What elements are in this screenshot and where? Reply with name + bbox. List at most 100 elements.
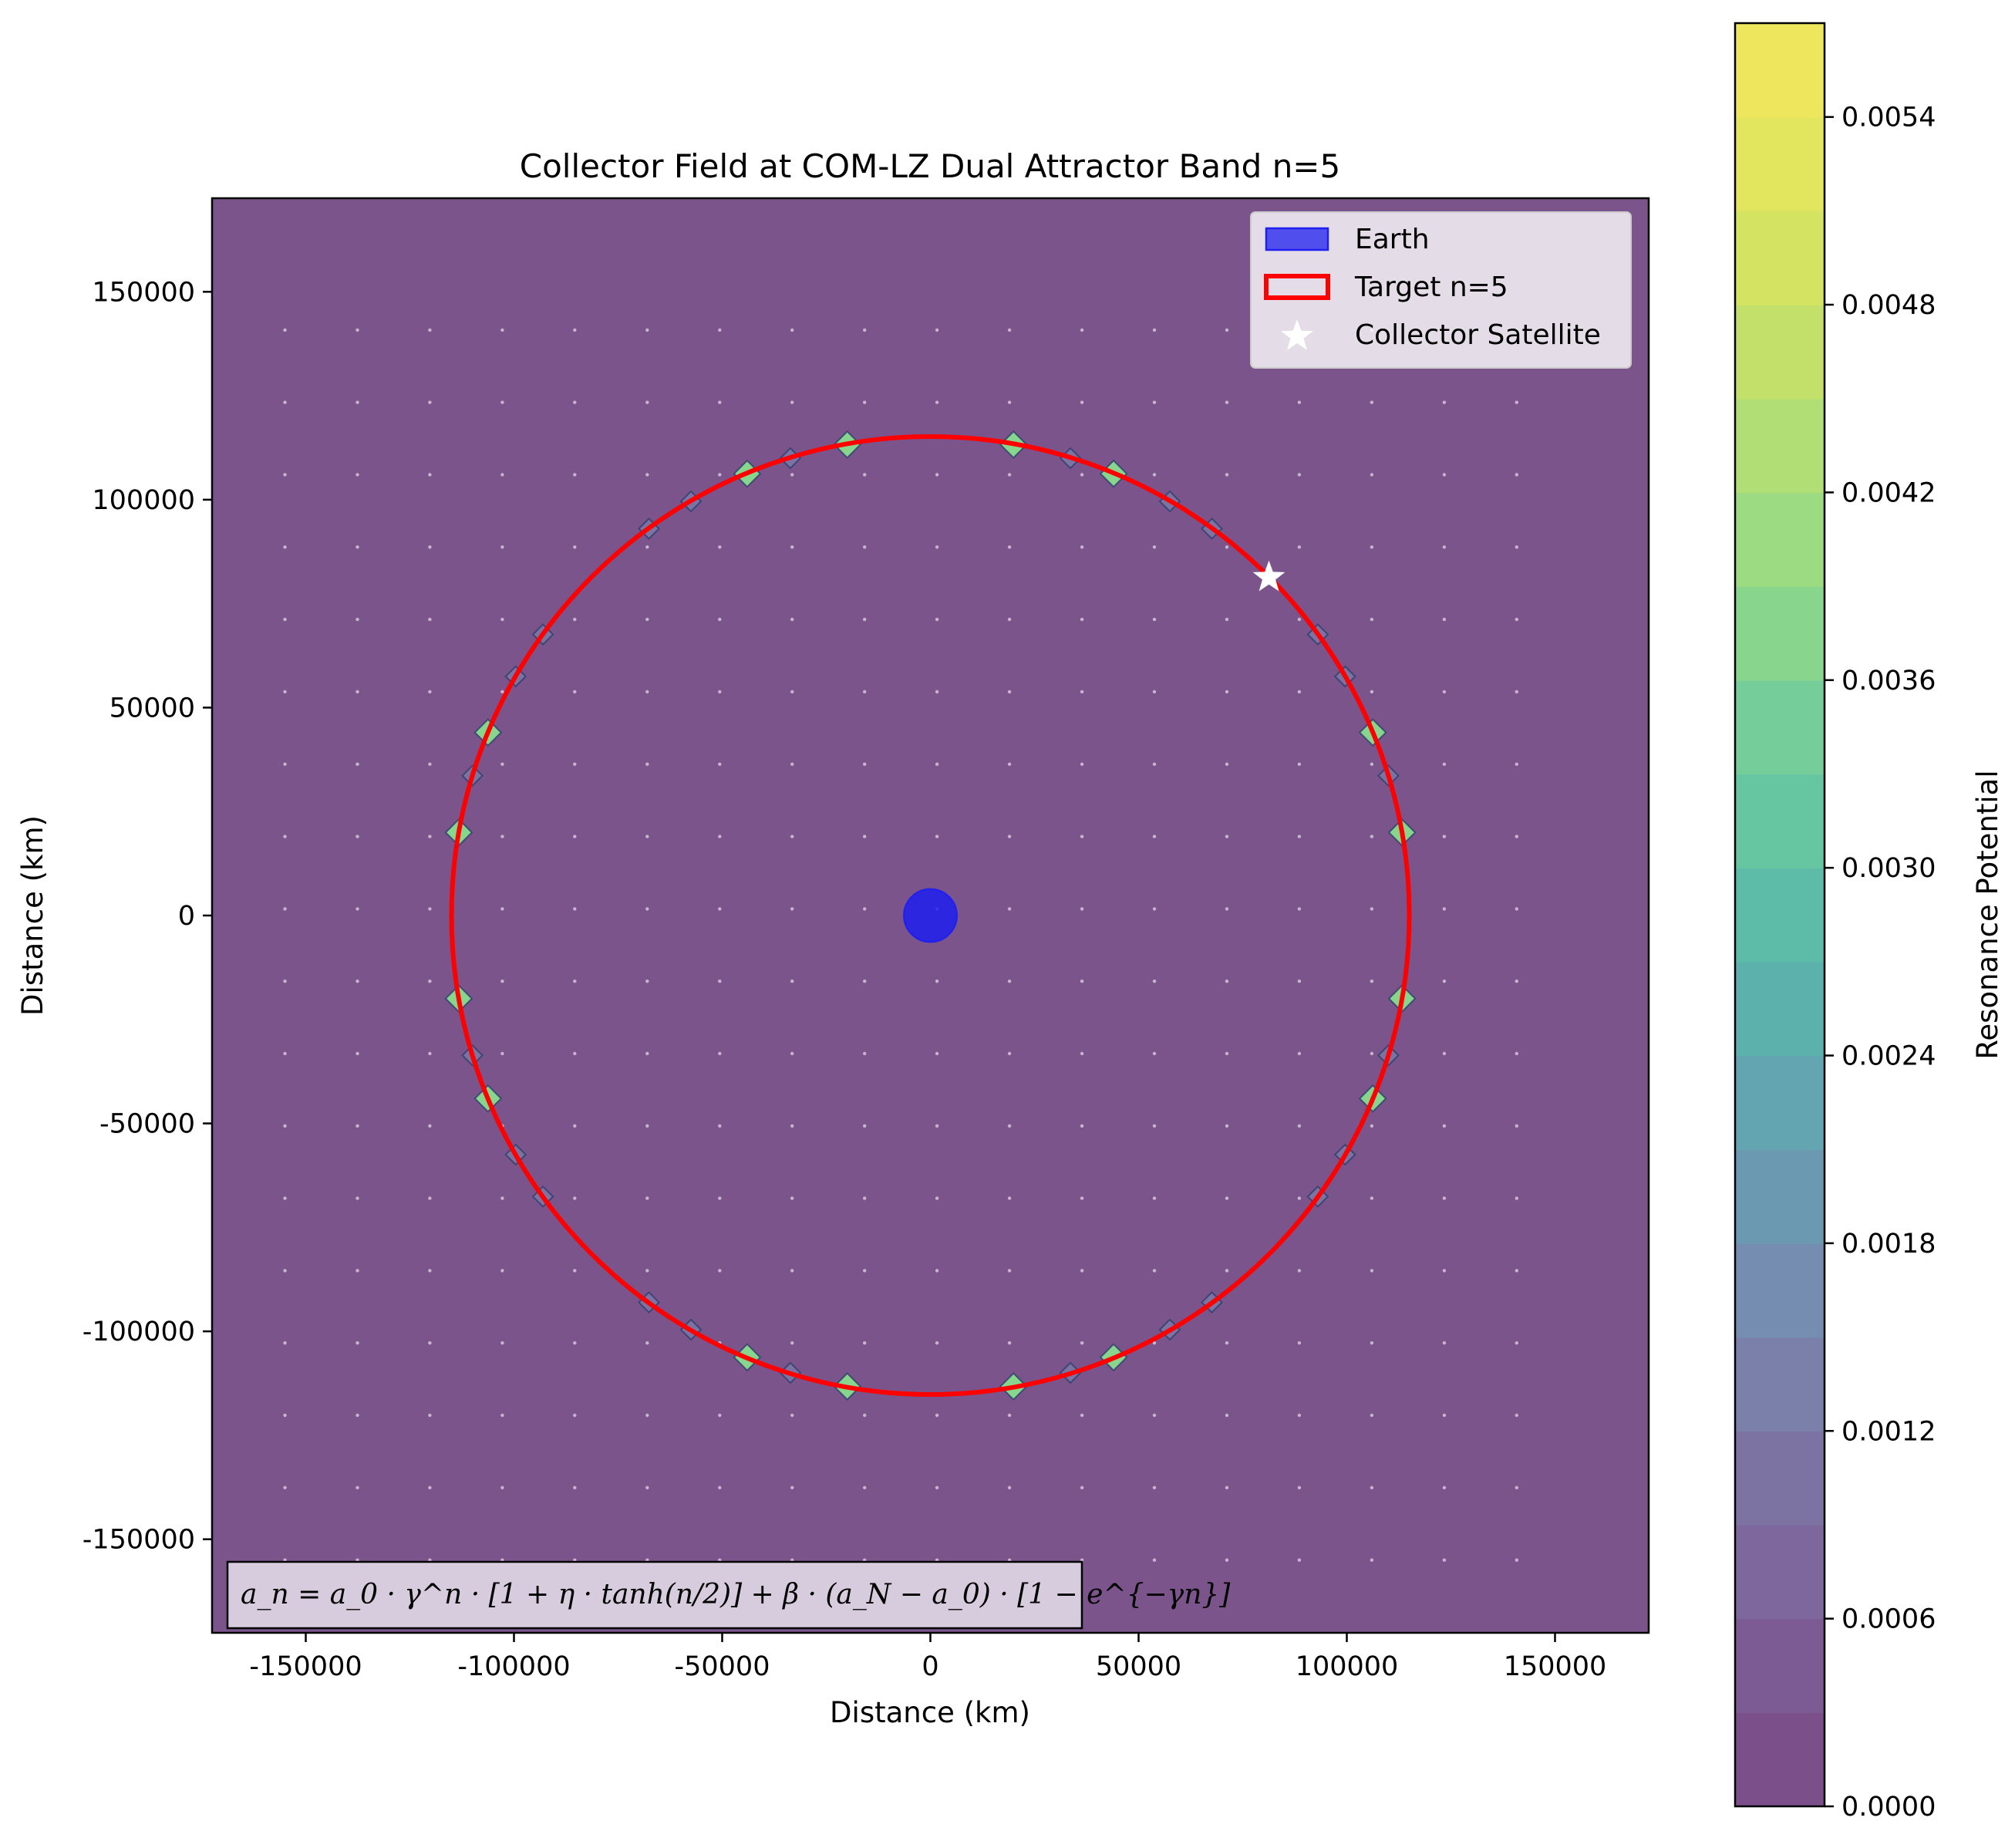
y-axis-label: Distance (km): [16, 815, 49, 1016]
field-dot: [1007, 1124, 1012, 1128]
field-dot: [863, 1124, 867, 1128]
field-dot: [1297, 1124, 1302, 1128]
field-dot: [1442, 907, 1447, 911]
field-dot: [935, 835, 939, 838]
field-dot: [1152, 1269, 1157, 1273]
field-dot: [428, 1413, 432, 1418]
field-dot: [1007, 690, 1012, 694]
field-dot: [283, 1341, 287, 1345]
field-dot: [1297, 690, 1302, 694]
colorbar-ticks: 0.0000 0.0006 0.0012 0.0018 0.0024 0.0030 0.00…: [1825, 103, 1936, 1823]
colorbar-band: [1735, 23, 1825, 118]
field-dot: [1225, 835, 1229, 838]
field-dot: [1442, 1196, 1447, 1200]
field-dot: [1007, 1196, 1012, 1200]
field-dot: [428, 835, 432, 838]
colorbar-tick-label: 0.0036: [1841, 666, 1936, 696]
y-tick-label: -150000: [83, 1525, 195, 1556]
field-dot: [1515, 690, 1519, 694]
field-dot: [935, 473, 939, 477]
field-dot: [283, 762, 287, 766]
field-dot: [428, 1485, 432, 1490]
colorbar-tick-label: 0.0030: [1841, 853, 1936, 884]
field-dot: [573, 1269, 577, 1273]
field-dot: [1442, 690, 1447, 694]
colorbar-tick-label: 0.0042: [1841, 477, 1936, 508]
field-dot: [355, 617, 359, 622]
field-dot: [935, 1269, 939, 1273]
field-dot: [718, 1413, 722, 1418]
field-dot: [790, 690, 794, 694]
field-dot: [1297, 1051, 1302, 1056]
field-dot: [1080, 328, 1084, 332]
field-dot: [1370, 690, 1374, 694]
y-tick-label: 0: [178, 901, 195, 932]
field-dot: [863, 1051, 867, 1056]
field-dot: [1370, 400, 1374, 404]
field-dot: [1152, 473, 1157, 477]
field-dot: [1370, 1196, 1374, 1200]
field-dot: [790, 1051, 794, 1056]
field-dot: [283, 1485, 287, 1490]
field-dot: [1515, 1558, 1519, 1562]
field-dot: [428, 1341, 432, 1345]
field-dot: [1007, 1413, 1012, 1418]
colorbar-band: [1735, 961, 1825, 1057]
legend-frame: [1250, 211, 1632, 369]
field-dot: [1152, 1341, 1157, 1345]
field-dot: [790, 1485, 794, 1490]
field-dot: [1515, 835, 1519, 838]
field-dot: [500, 400, 504, 404]
field-dot: [1080, 762, 1084, 766]
field-dot: [428, 1269, 432, 1273]
x-axis-label: Distance (km): [830, 1696, 1030, 1729]
field-dot: [573, 400, 577, 404]
field-dot: [355, 545, 359, 549]
field-dot: [428, 762, 432, 766]
field-dot: [1515, 1413, 1519, 1418]
field-dot: [355, 1124, 359, 1128]
field-dot: [718, 690, 722, 694]
field-dot: [1297, 980, 1302, 983]
field-dot: [935, 1196, 939, 1200]
y-tick-label: -100000: [83, 1317, 195, 1347]
field-dot: [500, 1269, 504, 1273]
field-dot: [1152, 1124, 1157, 1128]
field-dot: [1225, 328, 1229, 332]
y-tick-label: 150000: [92, 277, 195, 308]
field-dot: [500, 1413, 504, 1418]
field-dot: [935, 400, 939, 404]
field-dot: [1007, 328, 1012, 332]
field-dot: [1515, 907, 1519, 911]
field-dot: [935, 1485, 939, 1490]
field-dot: [1297, 907, 1302, 911]
field-dot: [790, 1124, 794, 1128]
field-dot: [863, 980, 867, 983]
field-dot: [718, 1269, 722, 1273]
field-dot: [790, 1196, 794, 1200]
field-dot: [1442, 762, 1447, 766]
field-dot: [500, 907, 504, 911]
field-dot: [355, 907, 359, 911]
field-dot: [283, 473, 287, 477]
field-dot: [573, 328, 577, 332]
collector-satellite-marker: [1252, 560, 1285, 592]
field-dot: [1370, 762, 1374, 766]
field-dot: [1515, 980, 1519, 983]
field-dot: [790, 762, 794, 766]
field-dot: [790, 328, 794, 332]
field-dot: [1442, 617, 1447, 622]
field-dot: [1152, 545, 1157, 549]
field-dot: [283, 907, 287, 911]
field-dot: [1007, 473, 1012, 477]
field-dot: [1152, 690, 1157, 694]
field-dot: [428, 980, 432, 983]
field-dot: [573, 1051, 577, 1056]
field-dot: [1515, 473, 1519, 477]
colorbar-band: [1735, 1337, 1825, 1432]
field-dot: [645, 980, 649, 983]
field-dot: [500, 617, 504, 622]
field-dot: [500, 1051, 504, 1056]
field-dot: [428, 1124, 432, 1128]
